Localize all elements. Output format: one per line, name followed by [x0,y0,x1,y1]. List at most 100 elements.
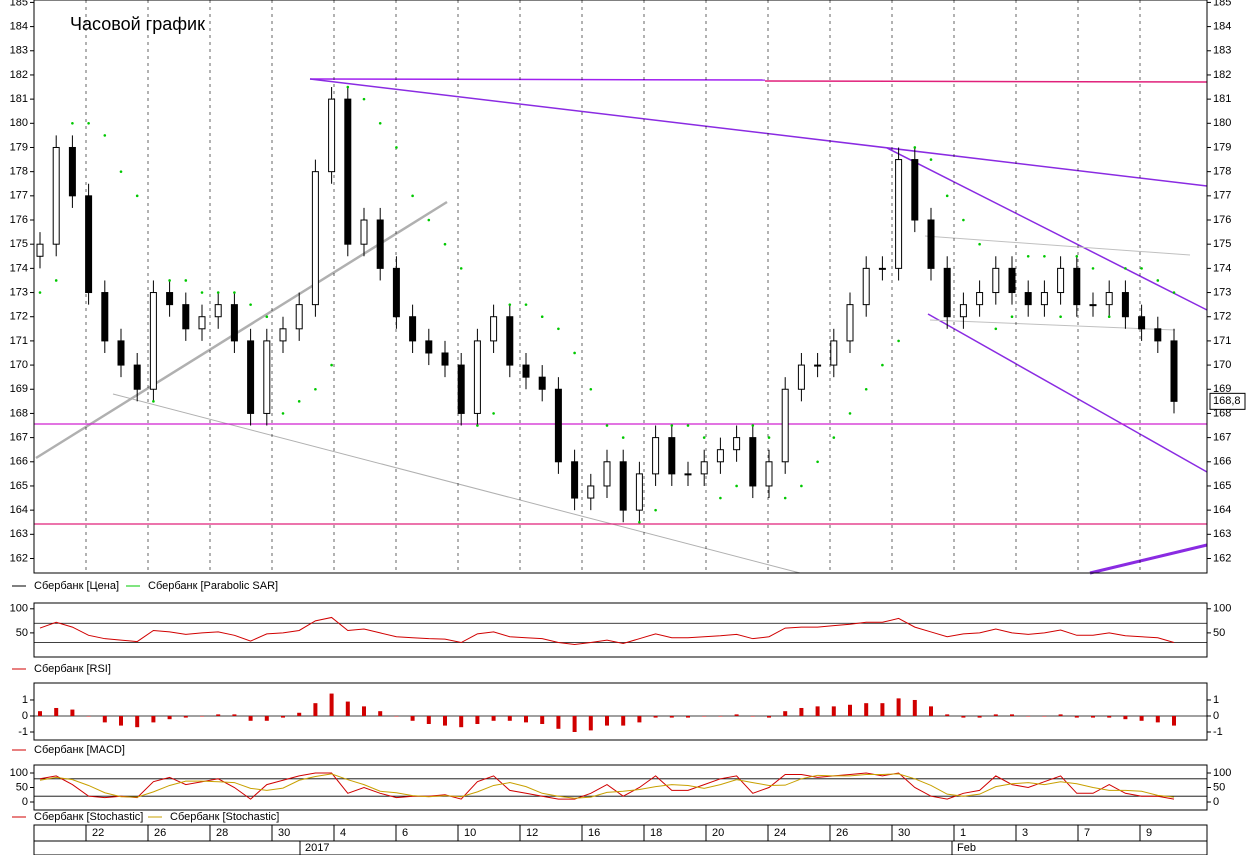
histogram-bar [54,707,59,716]
histogram-bar [929,706,933,716]
panel-frame [33,682,1208,741]
sar-dot [1026,254,1030,258]
candle-body [668,437,676,475]
candle-body [862,267,870,306]
candle-body [441,352,449,366]
histogram-bar [702,715,707,717]
histogram-bar [1139,715,1144,721]
candle-body [376,219,384,269]
trend-line [886,147,1208,311]
y-tick-label: 184 [1213,21,1231,33]
y-tick-label: 181 [1213,93,1231,105]
sar-dot [1091,267,1095,270]
y-tick-label: 173 [10,286,28,298]
sar-dot [638,520,641,524]
histogram-bar [750,715,755,717]
candle-body [1138,316,1146,330]
candle-body [927,219,935,269]
sar-dot [751,424,755,427]
trend-line [309,78,1208,187]
sar-dot [346,85,350,89]
histogram-bar [864,703,869,716]
x-tick-label: 22 [92,827,104,839]
histogram-bar [669,715,674,718]
candle-body [1089,304,1097,307]
sar-dot [249,303,252,306]
y-tick-label: 178 [10,166,28,178]
y-tick-label: 182 [10,69,28,81]
candle-body [943,267,951,318]
histogram-bar [345,701,350,716]
y-tick-label: 100 [10,603,28,615]
candle-body [52,146,60,245]
sar-dot [168,279,171,282]
histogram-bar [183,715,188,718]
histogram-bar [167,715,172,720]
sar-dot [945,194,949,198]
sar-dot [87,122,90,125]
sar-dot [200,291,204,294]
y-tick-label: 165 [1213,480,1231,492]
candle-body [652,437,660,475]
y-tick-label: 171 [1213,335,1231,347]
y-tick-label: 0 [1213,710,1219,722]
histogram-bar [718,715,723,717]
sar-dot [1156,279,1160,282]
x-tick-label: 20 [712,827,724,839]
y-tick-label: 50 [16,627,28,639]
histogram-bar [394,715,399,717]
sar-dot [832,436,836,439]
histogram-bar [1107,715,1112,718]
histogram-bar [977,715,982,718]
histogram-bar [961,715,966,718]
histogram-bar [297,712,302,716]
indicator-line [39,616,1175,645]
histogram-bar [135,715,140,728]
histogram-bar [1074,715,1079,718]
candle-body [506,316,514,366]
candle-body [344,98,352,245]
x-tick-label: 1 [960,827,966,839]
y-tick-label: 169 [1213,383,1231,395]
histogram-bar [912,699,917,716]
histogram-bar [151,715,156,723]
candle-body [247,340,255,414]
candle-body [749,437,757,487]
candle-body [976,292,984,306]
sar-dot [540,315,544,319]
y-tick-label: 0 [22,710,28,722]
sar-dot [184,279,188,282]
sar-dot [767,436,771,439]
histogram-bar [572,715,577,732]
sar-dot [492,412,495,415]
y-tick-label: 178 [1213,166,1231,178]
histogram-bar [216,714,221,716]
x-tick-label: 30 [278,827,290,839]
candle-body [603,461,611,487]
candle-body [1121,292,1129,318]
candle-body [182,304,190,330]
candle-body [554,388,562,463]
candle-body [328,98,336,173]
x-tick-label: 4 [340,827,346,839]
sar-dot [816,460,819,464]
candle-body [425,340,433,354]
sar-dot [427,218,431,222]
candle-body [1024,292,1032,306]
candle-body [587,485,595,499]
sar-dot [929,158,933,161]
y-tick-label: 163 [10,528,28,540]
sar-dot [152,400,155,403]
candle-body [1154,328,1162,342]
legend-label: Сбербанк [Цена] [34,580,119,592]
sar-dot [783,496,787,500]
candle-body [1008,267,1016,294]
histogram-bar [378,711,383,716]
sar-dot [557,327,560,331]
trend-line [764,80,1208,83]
candle-body [214,304,222,318]
y-tick-label: 164 [10,504,28,516]
x-tick-label: 10 [464,827,476,839]
sar-dot [913,146,917,149]
